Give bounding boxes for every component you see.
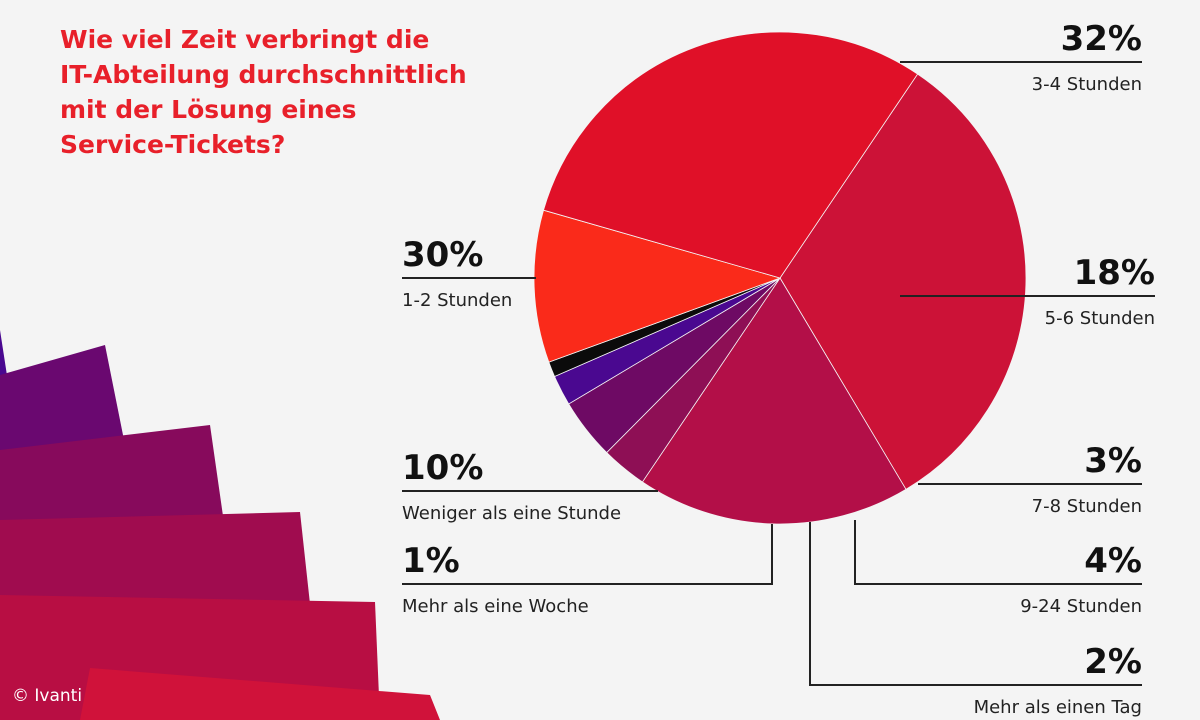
pie-slice <box>543 31 919 279</box>
pie-slice <box>641 277 907 525</box>
slice-category-label: 7-8 Stunden <box>1032 496 1142 517</box>
chart-title: Wie viel Zeit verbringt die IT-Abteilung… <box>60 22 500 162</box>
slice-category-label: 5-6 Stunden <box>1045 308 1155 329</box>
pie-slice <box>779 73 1027 490</box>
title-line: mit der Lösung eines <box>60 95 357 124</box>
leader-line <box>402 524 773 585</box>
title-line: IT-Abteilung durchschnittlich <box>60 60 467 89</box>
slice-category-label: 9-24 Stunden <box>1020 596 1142 617</box>
slice-percent-label: 3% <box>1084 441 1142 481</box>
slice-category-label: 1-2 Stunden <box>402 290 512 311</box>
slice-percent-label: 30% <box>402 235 483 275</box>
slice-percent-label: 32% <box>1061 19 1142 59</box>
slice-percent-label: 2% <box>1084 642 1142 682</box>
slice-percent-label: 18% <box>1074 253 1155 293</box>
deco-shape <box>80 668 440 720</box>
pie-slice <box>533 209 782 363</box>
slice-percent-label: 10% <box>402 448 483 488</box>
slice-category-label: Mehr als eine Woche <box>402 596 589 617</box>
slice-percent-label: 4% <box>1084 541 1142 581</box>
leader-line <box>854 520 1142 585</box>
credit-text: © Ivanti <box>12 686 83 706</box>
slice-category-label: Mehr als einen Tag <box>974 697 1142 718</box>
title-line: Wie viel Zeit verbringt die <box>60 25 430 54</box>
title-line: Service-Tickets? <box>60 130 286 159</box>
slice-category-label: 3-4 Stunden <box>1032 74 1142 95</box>
slice-category-label: Weniger als eine Stunde <box>402 503 621 524</box>
slice-percent-label: 1% <box>402 541 460 581</box>
leader-line <box>809 522 1142 686</box>
